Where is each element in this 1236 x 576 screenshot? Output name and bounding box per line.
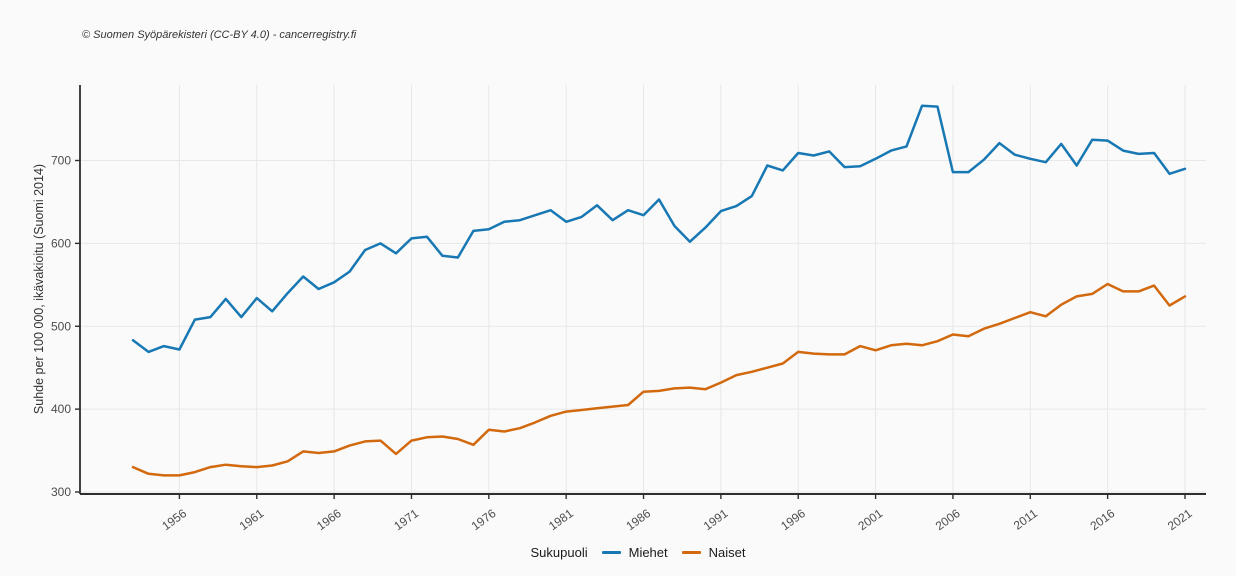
x-tick-label: 1986 [623, 506, 653, 533]
series-line-naiset[interactable] [131, 282, 1187, 477]
miehet-line-swatch [601, 551, 621, 554]
legend: Sukupuoli Miehet Naiset [40, 545, 1236, 560]
copyright-note: © Suomen Syöpärekisteri (CC-BY 4.0) - ca… [82, 29, 357, 41]
legend-item-naiset[interactable]: Naiset [681, 545, 746, 560]
legend-item-miehet[interactable]: Miehet [601, 545, 668, 560]
y-tick-label: 300 [51, 485, 71, 499]
x-tick-label: 2016 [1088, 506, 1118, 533]
legend-label-naiset: Naiset [708, 545, 746, 560]
legend-title: Sukupuoli [530, 545, 588, 560]
x-tick-label: 1976 [469, 506, 499, 533]
x-tick-label: 2001 [855, 506, 885, 533]
x-tick-label: 1981 [546, 506, 576, 533]
x-tick-label: 1961 [237, 506, 267, 533]
x-tick-label: 1996 [778, 506, 808, 533]
y-tick-label: 700 [51, 154, 71, 168]
naiset-line-swatch [681, 551, 701, 554]
y-tick-label: 400 [51, 402, 71, 416]
x-tick-label: 1991 [701, 506, 731, 533]
x-tick-label: 1956 [159, 506, 189, 533]
x-tick-label: 1966 [314, 506, 344, 533]
x-tick-label: 2006 [933, 506, 963, 533]
series-line-miehet[interactable] [131, 104, 1187, 354]
x-tick-label: 1971 [391, 506, 421, 533]
y-tick-label: 600 [51, 236, 71, 250]
x-tick-label: 2021 [1165, 506, 1195, 533]
y-tick-label: 500 [51, 319, 71, 333]
legend-label-miehet: Miehet [628, 545, 668, 560]
x-tick-label: 2011 [1011, 506, 1040, 533]
